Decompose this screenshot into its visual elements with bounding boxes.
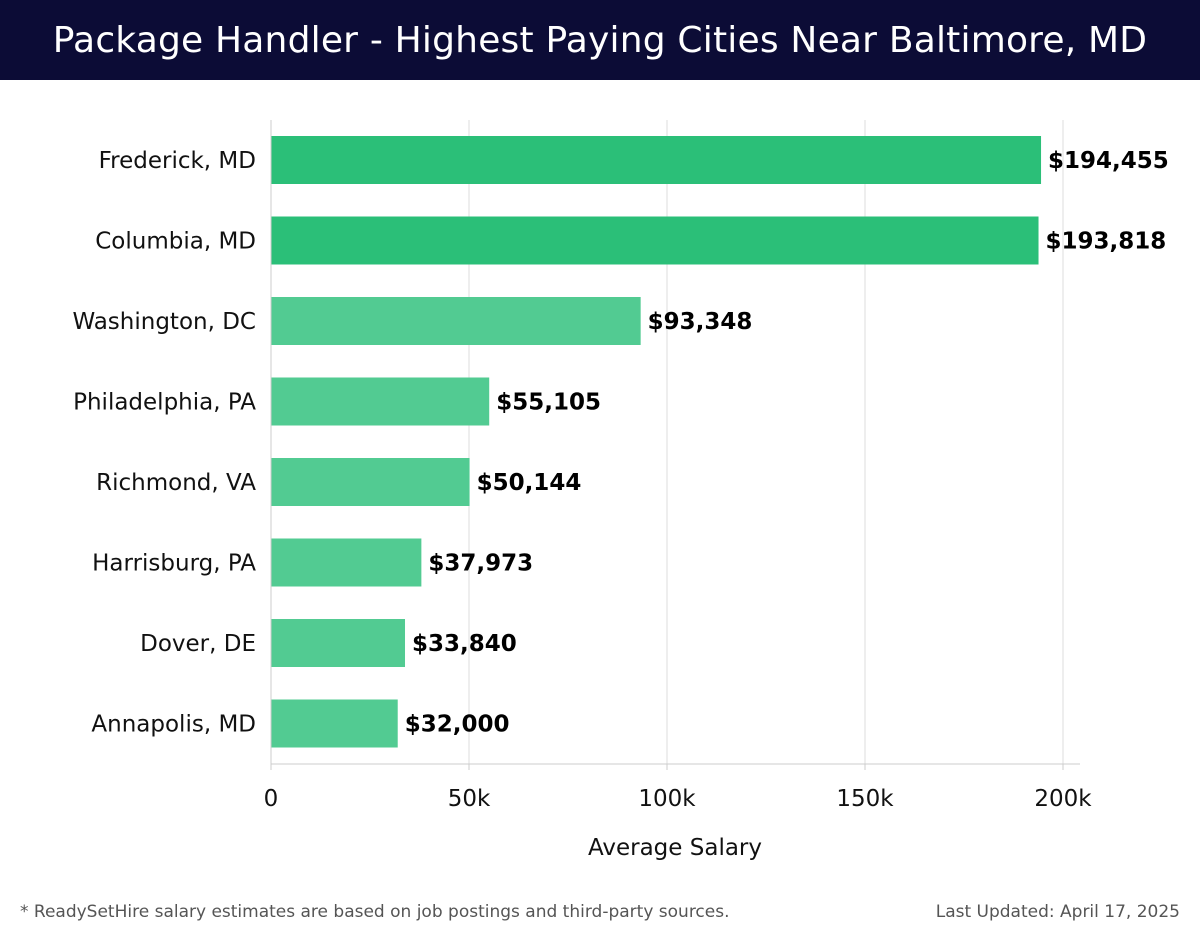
x-tick-label: 200k	[1034, 786, 1092, 812]
value-label: $194,455	[1048, 148, 1169, 174]
x-tick-label: 50k	[448, 786, 491, 812]
category-label: Harrisburg, PA	[92, 551, 256, 577]
value-label: $50,144	[477, 470, 582, 496]
footer-note: * ReadySetHire salary estimates are base…	[20, 902, 730, 922]
bar	[271, 136, 1042, 184]
x-tick-label: 0	[264, 786, 279, 812]
bar	[271, 458, 470, 506]
category-label: Dover, DE	[140, 631, 256, 657]
bar	[271, 377, 490, 426]
bar	[271, 216, 1039, 265]
value-label: $37,973	[428, 551, 533, 577]
bar	[271, 619, 406, 667]
category-label: Washington, DC	[72, 309, 256, 335]
bar	[271, 297, 641, 345]
x-tick-label: 150k	[836, 786, 894, 812]
chart-title: Package Handler - Highest Paying Cities …	[52, 19, 1148, 61]
bar	[271, 538, 422, 587]
title-bar: Package Handler - Highest Paying Cities …	[0, 0, 1200, 80]
value-label: $93,348	[648, 309, 753, 335]
x-tick-label: 100k	[638, 786, 696, 812]
value-label: $193,818	[1046, 229, 1167, 255]
category-label: Frederick, MD	[99, 148, 256, 174]
category-label: Columbia, MD	[95, 229, 256, 255]
last-updated: Last Updated: April 17, 2025	[935, 902, 1180, 922]
category-label: Richmond, VA	[96, 470, 256, 496]
axes	[270, 120, 1080, 770]
bars	[271, 136, 1042, 748]
value-label: $33,840	[412, 631, 517, 657]
value-label: $55,105	[496, 390, 601, 416]
category-label: Annapolis, MD	[91, 712, 256, 738]
x-axis-title: Average Salary	[588, 835, 762, 861]
labels: 0 50k 100k 150k 200k Frederick, MD $194,455 Col…	[72, 148, 1168, 861]
value-label: $32,000	[405, 712, 510, 738]
bar	[271, 699, 398, 748]
category-label: Philadelphia, PA	[73, 390, 256, 416]
